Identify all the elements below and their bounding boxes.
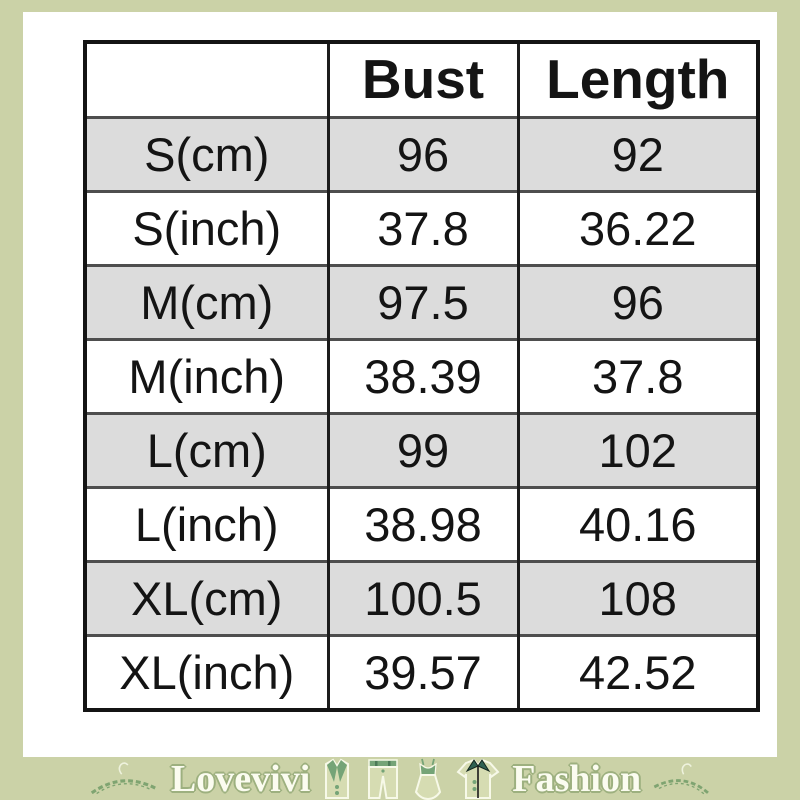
col-header-bust: Bust bbox=[326, 42, 518, 117]
bust-value: 99 bbox=[326, 411, 518, 488]
header-row: Bust Length bbox=[85, 42, 758, 117]
corner-cell bbox=[85, 42, 328, 117]
length-value: 102 bbox=[516, 411, 758, 488]
size-label: XL(inch) bbox=[85, 634, 328, 710]
bust-value: 38.39 bbox=[326, 337, 518, 414]
bust-value: 38.98 bbox=[326, 486, 518, 562]
size-label: M(inch) bbox=[85, 337, 328, 414]
col-header-length: Length bbox=[516, 42, 758, 117]
length-value: 92 bbox=[516, 115, 758, 192]
size-chart-table: Bust Length S(cm) 96 92 S(inch) 37.8 36.… bbox=[83, 40, 760, 712]
length-value: 42.52 bbox=[516, 634, 758, 710]
size-label: S(inch) bbox=[85, 189, 328, 266]
table-row: L(cm) 99 102 bbox=[85, 411, 758, 488]
bust-value: 96 bbox=[326, 115, 518, 192]
table-row: XL(inch) 39.57 42.52 bbox=[85, 634, 758, 710]
pants-icon bbox=[368, 758, 399, 799]
brand-banner: Lovevivi Fashion bbox=[0, 757, 800, 800]
shirt-icon bbox=[456, 758, 500, 799]
size-label: M(cm) bbox=[85, 263, 328, 340]
bust-value: 39.57 bbox=[326, 634, 518, 710]
length-value: 108 bbox=[516, 560, 758, 636]
vest-icon bbox=[325, 758, 350, 799]
size-label: L(inch) bbox=[85, 486, 328, 562]
size-label: XL(cm) bbox=[85, 560, 328, 636]
brand-name-left: Lovevivi bbox=[170, 757, 311, 800]
length-value: 37.8 bbox=[516, 337, 758, 414]
table-row: M(inch) 38.39 37.8 bbox=[85, 337, 758, 414]
size-label: S(cm) bbox=[85, 115, 328, 192]
length-value: 40.16 bbox=[516, 486, 758, 562]
hanger-icon bbox=[653, 762, 710, 795]
dress-icon bbox=[415, 758, 442, 800]
table-row: S(cm) 96 92 bbox=[85, 115, 758, 192]
table-row: S(inch) 37.8 36.22 bbox=[85, 189, 758, 266]
hanger-icon bbox=[90, 761, 157, 794]
table-row: XL(cm) 100.5 108 bbox=[85, 560, 758, 636]
length-value: 96 bbox=[516, 263, 758, 340]
bust-value: 37.8 bbox=[326, 189, 518, 266]
table-row: M(cm) 97.5 96 bbox=[85, 263, 758, 340]
length-value: 36.22 bbox=[516, 189, 758, 266]
bust-value: 97.5 bbox=[326, 263, 518, 340]
bust-value: 100.5 bbox=[326, 560, 518, 636]
table-row: L(inch) 38.98 40.16 bbox=[85, 486, 758, 562]
brand-name-right: Fashion bbox=[512, 757, 642, 800]
size-label: L(cm) bbox=[85, 411, 328, 488]
content-area: Bust Length S(cm) 96 92 S(inch) 37.8 36.… bbox=[23, 12, 777, 757]
